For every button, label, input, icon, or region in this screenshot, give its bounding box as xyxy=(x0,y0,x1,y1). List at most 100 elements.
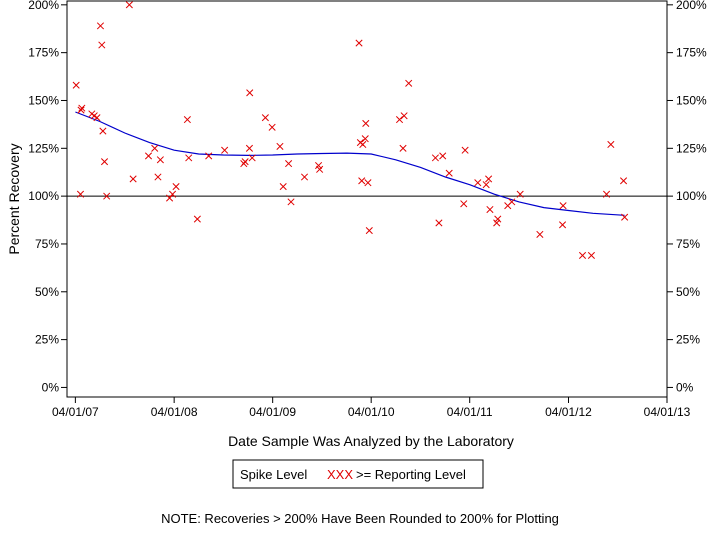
data-point-stroke xyxy=(103,192,111,200)
y-tick-label-right: 200% xyxy=(676,0,707,12)
data-point-stroke xyxy=(559,202,567,210)
y-tick-label-right: 150% xyxy=(676,93,707,107)
legend-marker-glyph: XXX xyxy=(327,467,353,482)
data-point-stroke xyxy=(151,144,159,152)
data-point xyxy=(129,175,137,183)
data-point xyxy=(399,144,407,152)
data-point xyxy=(300,173,309,181)
y-tick-label-left: 50% xyxy=(35,285,59,299)
x-tick-label: 04/01/11 xyxy=(447,405,493,419)
data-point-stroke xyxy=(129,175,137,183)
data-point xyxy=(287,198,295,206)
data-point-stroke xyxy=(276,142,284,150)
data-point-stroke xyxy=(248,154,256,162)
data-point-stroke xyxy=(172,183,180,191)
data-point xyxy=(99,127,107,135)
data-point-stroke xyxy=(508,198,516,206)
data-point xyxy=(96,22,105,30)
legend-label-marker: >= Reporting Level xyxy=(356,467,466,482)
data-point-stroke xyxy=(460,200,468,208)
data-point-stroke xyxy=(355,39,363,47)
data-point xyxy=(587,251,595,259)
data-point xyxy=(486,205,494,214)
legend-label-line: Spike Level xyxy=(240,467,307,482)
data-point xyxy=(362,119,370,127)
y-tick-label-left: 150% xyxy=(28,93,59,107)
data-point xyxy=(361,135,369,143)
data-point-stroke xyxy=(246,89,254,97)
data-point-stroke xyxy=(364,179,372,187)
data-point-stroke xyxy=(193,215,201,223)
data-point-stroke xyxy=(185,154,193,162)
data-point-stroke xyxy=(144,152,153,160)
data-point xyxy=(395,116,404,124)
data-point-stroke xyxy=(361,135,369,143)
y-tick-label-left: 125% xyxy=(28,141,59,155)
x-tick-label: 04/01/07 xyxy=(52,405,99,419)
x-tick-label: 04/01/09 xyxy=(249,405,296,419)
data-point xyxy=(621,213,629,221)
y-tick-label-left: 0% xyxy=(42,380,60,394)
data-point-stroke xyxy=(587,251,595,259)
data-point xyxy=(100,158,109,166)
data-point xyxy=(316,165,324,173)
data-point-stroke xyxy=(359,140,367,149)
data-point-stroke xyxy=(245,144,254,152)
data-point-stroke xyxy=(205,152,213,160)
data-point-stroke xyxy=(486,205,494,214)
y-tick-label-left: 175% xyxy=(28,46,59,60)
data-point-stroke xyxy=(300,173,309,181)
data-point-stroke xyxy=(431,154,439,162)
data-point-stroke xyxy=(99,127,107,135)
data-point-stroke xyxy=(516,190,524,198)
data-point-stroke xyxy=(154,173,162,181)
y-tick-label-left: 200% xyxy=(28,0,59,12)
data-point xyxy=(482,181,490,189)
data-point xyxy=(558,221,567,229)
data-point xyxy=(268,123,276,131)
y-tick-label-right: 25% xyxy=(676,333,700,347)
data-point xyxy=(166,194,174,202)
data-point-stroke xyxy=(619,177,628,185)
data-point xyxy=(508,198,516,206)
data-point-stroke xyxy=(602,190,611,198)
x-axis-title: Date Sample Was Analyzed by the Laborato… xyxy=(228,433,514,449)
data-point xyxy=(78,104,86,112)
x-tick-label: 04/01/08 xyxy=(151,405,198,419)
data-point-stroke xyxy=(76,190,85,198)
data-point xyxy=(241,158,249,166)
data-point xyxy=(431,154,439,162)
data-point xyxy=(474,179,482,187)
data-point xyxy=(172,183,180,191)
trend-line xyxy=(75,111,625,216)
data-point-stroke xyxy=(485,175,493,183)
data-point xyxy=(358,177,366,185)
data-point-stroke xyxy=(166,194,174,202)
data-point xyxy=(435,219,443,227)
data-point xyxy=(445,169,453,177)
data-point xyxy=(485,175,493,183)
plot-frame xyxy=(66,0,668,398)
data-point xyxy=(285,160,293,168)
data-point xyxy=(578,251,587,259)
data-point-stroke xyxy=(365,227,373,235)
note-text: NOTE: Recoveries > 200% Have Been Rounde… xyxy=(161,511,559,526)
data-point xyxy=(98,41,106,49)
data-point-stroke xyxy=(405,79,413,87)
data-point xyxy=(494,215,502,223)
data-point-stroke xyxy=(125,1,133,9)
data-point-stroke xyxy=(558,221,567,229)
data-point xyxy=(76,190,85,198)
data-point xyxy=(183,116,191,124)
data-point-stroke xyxy=(98,41,106,49)
data-point xyxy=(359,140,367,149)
data-point xyxy=(77,106,85,114)
data-point-stroke xyxy=(439,152,447,160)
data-point xyxy=(400,112,408,120)
legend: Spike Level XXX >= Reporting Level xyxy=(232,459,484,489)
data-point-stroke xyxy=(445,169,453,177)
data-point-stroke xyxy=(395,116,404,124)
y-tick-label-right: 0% xyxy=(676,380,694,394)
data-point xyxy=(93,114,101,122)
data-point-stroke xyxy=(77,106,85,114)
